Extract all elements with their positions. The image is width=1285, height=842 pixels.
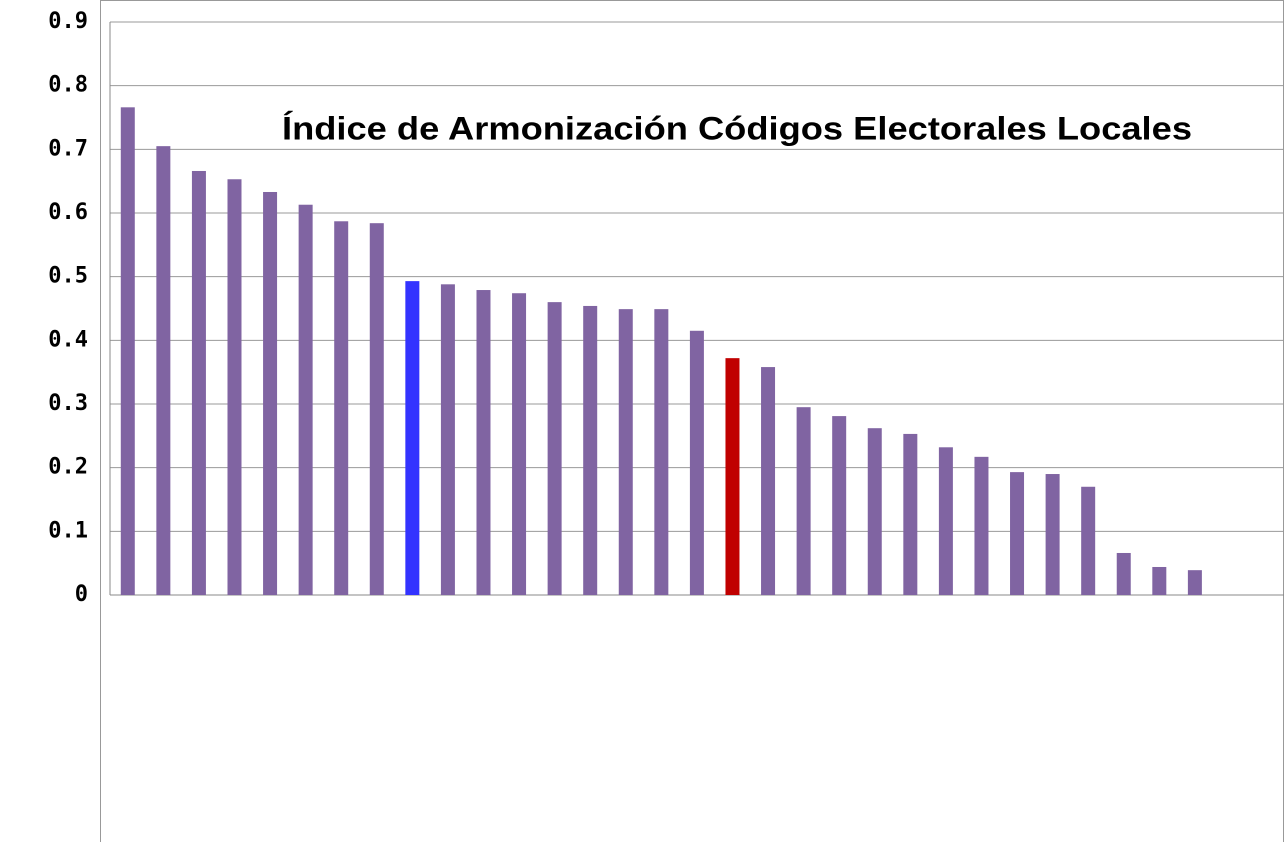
bar bbox=[1116, 552, 1131, 595]
y-tick-label: 0.1 bbox=[48, 518, 88, 543]
bar bbox=[618, 309, 633, 595]
bar bbox=[1081, 486, 1096, 595]
bar bbox=[725, 358, 740, 595]
y-tick-label: 0.3 bbox=[48, 391, 88, 416]
y-tick-label: 0 bbox=[75, 582, 88, 607]
y-tick-label: 0.8 bbox=[48, 73, 88, 98]
bar bbox=[1045, 474, 1060, 595]
bar bbox=[654, 309, 669, 595]
bar bbox=[547, 302, 562, 595]
chart-title: Índice de Armonización Códigos Electoral… bbox=[282, 110, 1192, 146]
bar bbox=[1152, 566, 1167, 595]
bar bbox=[369, 223, 384, 596]
bar bbox=[867, 428, 882, 595]
bar bbox=[476, 290, 491, 595]
bar bbox=[191, 170, 206, 596]
bar bbox=[1187, 570, 1202, 595]
y-tick-label: 0.2 bbox=[48, 455, 88, 480]
bar bbox=[796, 407, 811, 595]
bar bbox=[440, 284, 455, 595]
bar bbox=[583, 305, 598, 595]
chart-frame bbox=[100, 0, 1284, 842]
bar bbox=[120, 107, 135, 596]
y-tick-label: 0.7 bbox=[48, 136, 88, 161]
bar bbox=[405, 281, 420, 595]
bar bbox=[1010, 472, 1025, 595]
bar bbox=[832, 416, 847, 595]
bar bbox=[227, 179, 242, 596]
bar bbox=[938, 447, 953, 595]
bar bbox=[334, 221, 349, 595]
y-tick-label: 0.4 bbox=[48, 327, 88, 352]
y-tick-label: 0.6 bbox=[48, 200, 88, 225]
y-tick-label: 0.5 bbox=[48, 264, 88, 289]
bar bbox=[761, 367, 776, 595]
bar bbox=[263, 191, 278, 596]
bar bbox=[156, 146, 171, 595]
bar bbox=[512, 293, 527, 595]
bar bbox=[903, 433, 918, 595]
bar bbox=[298, 204, 313, 595]
bar bbox=[689, 330, 704, 595]
y-tick-label: 0.9 bbox=[48, 9, 88, 34]
bar bbox=[974, 456, 989, 595]
